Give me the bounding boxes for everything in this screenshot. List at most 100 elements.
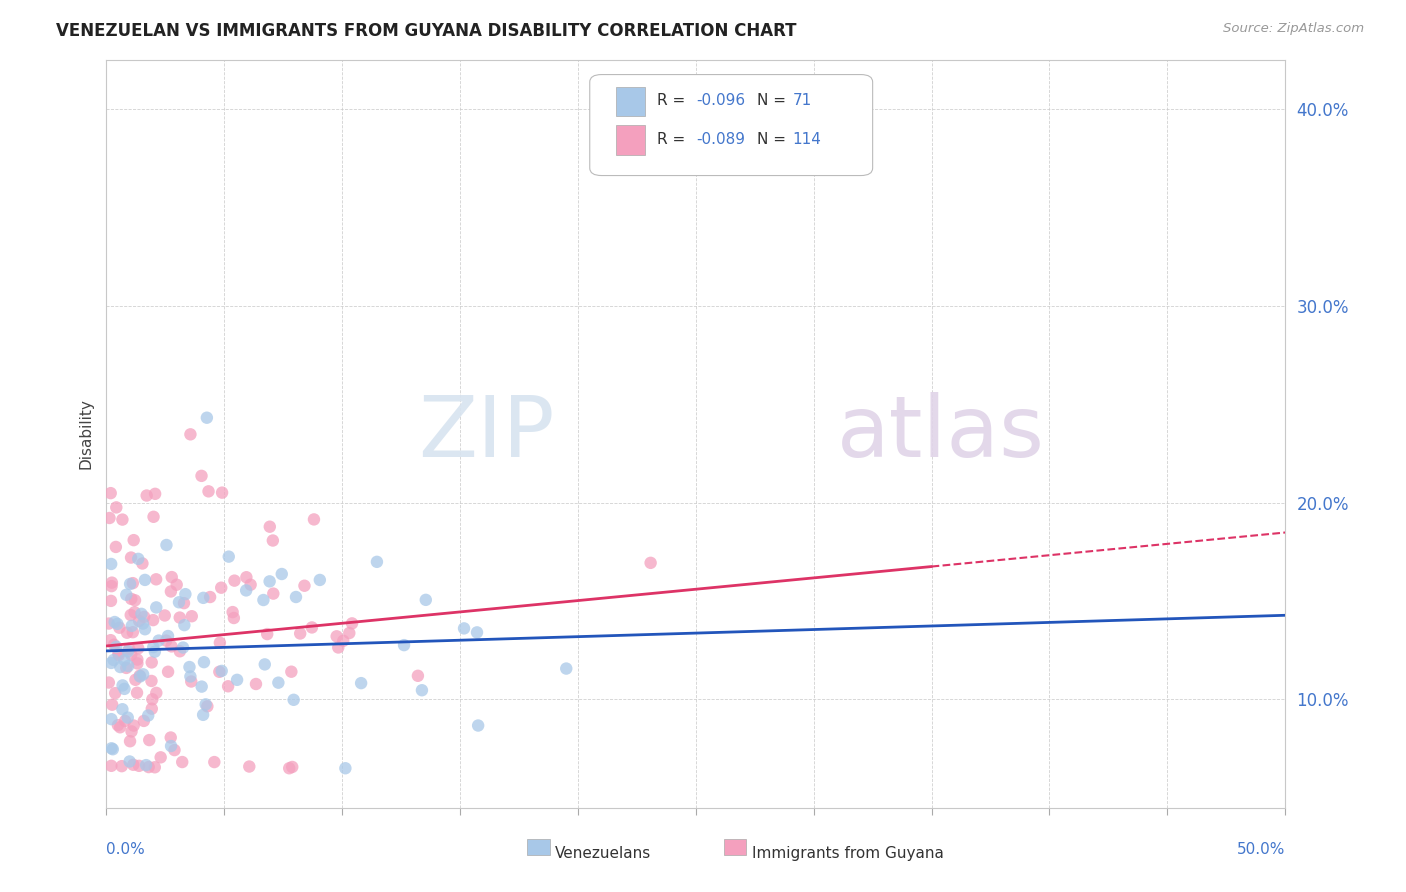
- Point: [238, 759, 260, 773]
- Point: [141, 673, 163, 688]
- Point: [118, 641, 141, 656]
- Point: [132, 616, 155, 631]
- Text: R =: R =: [657, 94, 690, 109]
- Point: [105, 616, 128, 631]
- Text: -0.089: -0.089: [696, 132, 745, 147]
- Point: [160, 570, 183, 584]
- Point: [156, 629, 179, 643]
- Point: [366, 555, 388, 569]
- Point: [308, 573, 330, 587]
- Point: [145, 686, 167, 700]
- Point: [127, 552, 149, 566]
- Point: [141, 656, 163, 670]
- Point: [114, 653, 136, 667]
- Point: [114, 681, 136, 696]
- Point: [100, 579, 122, 593]
- Text: atlas: atlas: [838, 392, 1045, 475]
- Point: [195, 410, 218, 425]
- Point: [101, 698, 124, 712]
- Point: [285, 590, 308, 604]
- Text: Source: ZipAtlas.com: Source: ZipAtlas.com: [1223, 22, 1364, 36]
- Point: [149, 750, 172, 764]
- Point: [209, 581, 232, 595]
- Point: [160, 739, 183, 753]
- Point: [301, 620, 323, 634]
- Point: [101, 742, 124, 756]
- Point: [143, 487, 166, 501]
- Point: [160, 584, 183, 599]
- Point: [155, 538, 177, 552]
- Point: [124, 673, 146, 687]
- Point: [211, 664, 233, 678]
- Point: [222, 611, 245, 625]
- Point: [142, 613, 165, 627]
- Point: [153, 608, 176, 623]
- Point: [179, 427, 201, 442]
- Text: N =: N =: [758, 94, 792, 109]
- Point: [190, 680, 212, 694]
- Point: [141, 702, 163, 716]
- Point: [226, 673, 249, 687]
- Point: [121, 619, 143, 633]
- Point: [120, 577, 142, 591]
- Point: [208, 665, 231, 679]
- Point: [193, 655, 215, 669]
- Point: [640, 556, 662, 570]
- Point: [169, 610, 191, 624]
- Bar: [616, 87, 645, 117]
- Point: [179, 660, 201, 674]
- Point: [115, 661, 138, 675]
- Point: [290, 626, 312, 640]
- Point: [138, 733, 160, 747]
- Point: [100, 741, 122, 756]
- Point: [235, 583, 257, 598]
- Text: 50.0%: 50.0%: [1237, 841, 1285, 856]
- Point: [173, 596, 195, 610]
- Point: [190, 468, 212, 483]
- Point: [120, 608, 142, 623]
- Point: [411, 683, 433, 698]
- Point: [125, 686, 148, 700]
- Point: [104, 540, 127, 554]
- Point: [104, 615, 127, 629]
- Point: [122, 533, 145, 548]
- Point: [120, 648, 142, 662]
- Point: [145, 572, 167, 586]
- Point: [131, 607, 153, 621]
- Point: [122, 718, 145, 732]
- Point: [138, 760, 160, 774]
- Point: [148, 633, 170, 648]
- Point: [114, 714, 136, 728]
- Point: [142, 509, 165, 524]
- Point: [167, 595, 190, 609]
- Point: [100, 759, 122, 773]
- Point: [100, 633, 122, 648]
- Point: [97, 675, 120, 690]
- Point: [115, 588, 138, 602]
- Point: [128, 759, 150, 773]
- Point: [335, 761, 357, 775]
- Text: 114: 114: [793, 132, 821, 147]
- Point: [124, 593, 146, 607]
- Point: [117, 710, 139, 724]
- Point: [280, 665, 302, 679]
- Point: [340, 616, 363, 631]
- Point: [198, 590, 221, 604]
- Point: [262, 533, 284, 548]
- Point: [197, 484, 219, 499]
- Point: [337, 626, 360, 640]
- Text: 71: 71: [793, 94, 811, 109]
- Point: [172, 640, 194, 655]
- Point: [129, 669, 152, 683]
- Point: [118, 734, 141, 748]
- Point: [127, 641, 149, 656]
- Point: [107, 718, 129, 732]
- Point: [98, 511, 121, 525]
- Point: [267, 675, 290, 690]
- Point: [121, 724, 143, 739]
- Point: [111, 759, 134, 773]
- Point: [155, 633, 177, 648]
- Point: [218, 549, 240, 564]
- Point: [132, 714, 155, 728]
- Point: [97, 616, 120, 631]
